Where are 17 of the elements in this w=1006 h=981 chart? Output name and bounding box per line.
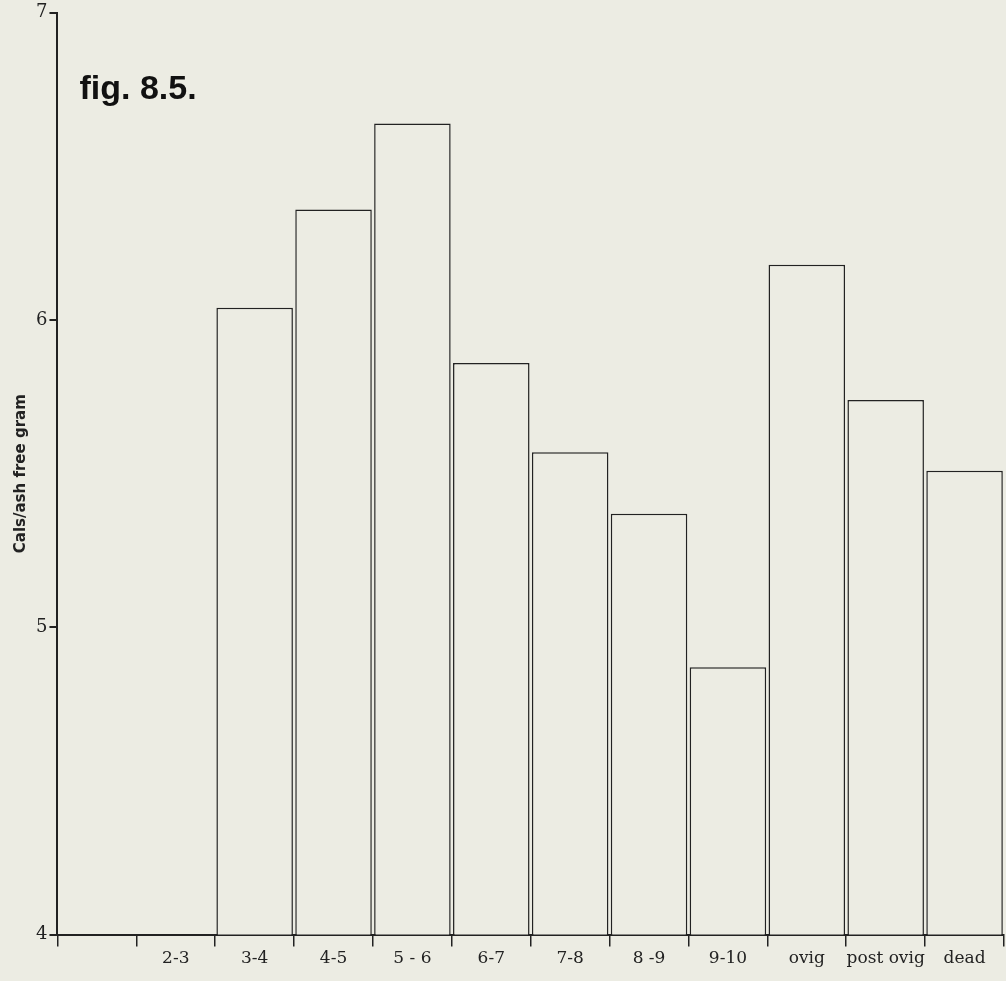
x-tick-label: 8 -9 — [632, 947, 666, 968]
x-tick-label: ovig — [788, 947, 825, 968]
y-tick-label: 6 — [36, 307, 48, 329]
y-tick-label: 5 — [36, 615, 48, 637]
x-tick-label: 6-7 — [477, 947, 505, 968]
y-tick-label: 4 — [36, 922, 48, 944]
x-tick-label: 7-8 — [556, 947, 584, 968]
x-tick-label: 4-5 — [319, 947, 348, 968]
x-tick-label: 3-4 — [240, 947, 269, 968]
x-tick-label: 5 - 6 — [393, 947, 432, 968]
x-tick-label: 9-10 — [708, 947, 748, 968]
x-tick-label: dead — [943, 947, 986, 968]
y-axis-title: Cals/ash free gram — [10, 394, 29, 554]
y-tick-label: 7 — [36, 0, 48, 22]
x-tick-label: 2-3 — [162, 947, 190, 968]
x-tick-label: post ovig — [846, 947, 925, 968]
text: fig. 8.5. — [79, 68, 197, 107]
